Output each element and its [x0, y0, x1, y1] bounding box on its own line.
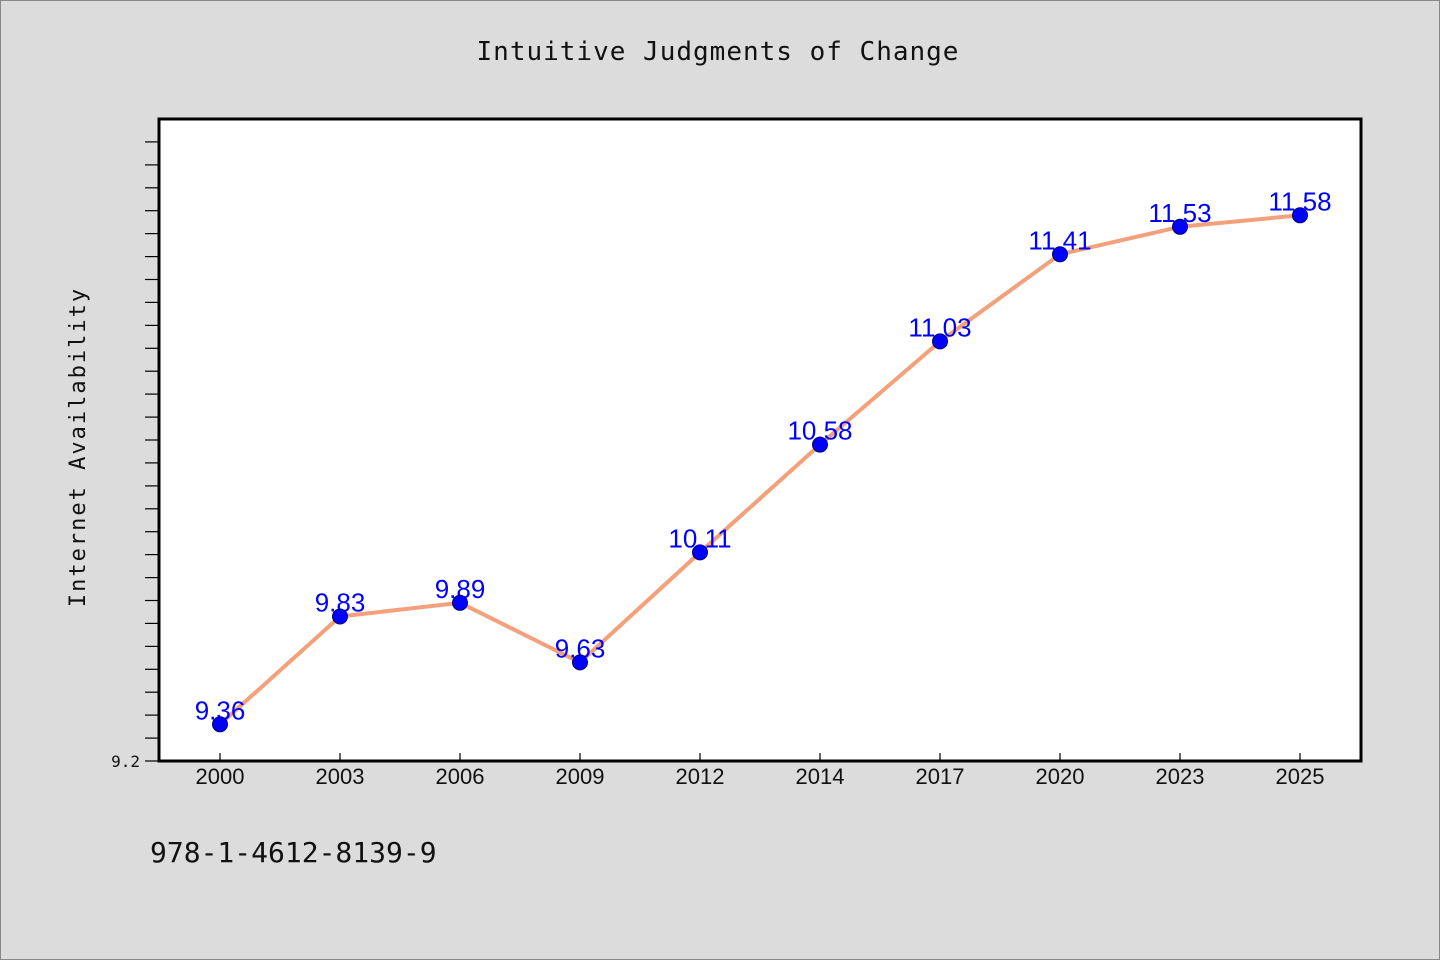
- data-point: [932, 333, 948, 350]
- plot-area: [157, 117, 1363, 763]
- series-line: [218, 213, 1302, 727]
- data-point: [1052, 246, 1068, 263]
- data-point: [1292, 207, 1308, 224]
- x-tick-label: 2003: [316, 764, 365, 789]
- data-point: [212, 716, 228, 733]
- data-point: [812, 436, 828, 453]
- data-point: [332, 608, 348, 625]
- x-tick-label: 2012: [676, 764, 725, 789]
- x-axis-ticks: 2000 2003 2006 2009 2012 2014 2017 2020 2023 2025: [196, 753, 1325, 789]
- y-axis-label: Internet Availability: [66, 287, 91, 607]
- x-tick-label: 2025: [1276, 764, 1325, 789]
- data-point: [572, 654, 588, 671]
- x-tick-label: 2023: [1156, 764, 1205, 789]
- x-tick-label: 2020: [1036, 764, 1085, 789]
- series-line-group: [218, 213, 1302, 727]
- x-tick-label: 2009: [556, 764, 605, 789]
- isbn-footer: 978-1-4612-8139-9: [150, 836, 437, 869]
- data-point: [452, 594, 468, 611]
- y-tick-label: 9.2: [111, 752, 140, 771]
- x-tick-label: 2014: [796, 764, 845, 789]
- data-point: [692, 544, 708, 561]
- x-tick-label: 2017: [916, 764, 965, 789]
- y-axis-ticks: 9.2: [111, 141, 159, 771]
- data-point: [1172, 218, 1188, 235]
- x-tick-label: 2006: [436, 764, 485, 789]
- x-tick-label: 2000: [196, 764, 245, 789]
- markers-group: [212, 207, 1308, 733]
- chart-title: Intuitive Judgments of Change: [477, 37, 960, 67]
